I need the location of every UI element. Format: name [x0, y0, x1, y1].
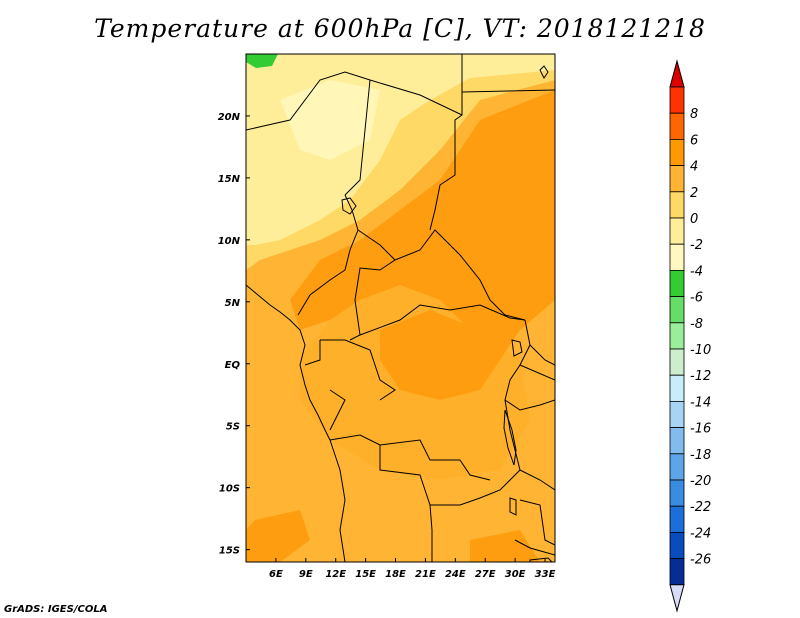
colorbar-label: 8: [690, 107, 698, 122]
colorbar-label: -4: [690, 264, 703, 279]
y-axis-ticks: 20N 15N 10N 5N EQ 5S 10S 15S: [218, 112, 250, 557]
x-tick-label: 27E: [475, 569, 496, 580]
y-tick-label: EQ: [225, 360, 241, 371]
colorbar-label: 0: [690, 212, 698, 227]
colorbar-label: -2: [690, 238, 703, 253]
colorbar-label: -6: [690, 291, 703, 306]
colorbar-swatch: [669, 322, 685, 350]
colorbar-label: -10: [690, 343, 711, 358]
colorbar-swatch: [669, 191, 685, 219]
x-tick-label: 30E: [505, 569, 526, 580]
y-tick-label: 10S: [219, 484, 240, 495]
colorbar-label: -24: [690, 526, 711, 541]
colorbar: 8 6 4 2 0 -2 -4 -6 -8 -10 -12 -14 -16 -18 -20 -22 -24 -26: [669, 59, 711, 613]
colorbar-label: 6: [690, 133, 698, 148]
colorbar-label: -22: [690, 500, 711, 515]
y-tick-label: 10N: [218, 236, 241, 247]
x-tick-label: 15E: [355, 569, 376, 580]
colorbar-swatch: [669, 558, 685, 586]
colorbar-swatch: [669, 374, 685, 402]
y-tick-label: 15N: [218, 174, 241, 185]
colorbar-swatch: [669, 400, 685, 428]
colorbar-label: -12: [690, 369, 711, 384]
map-title: Temperature at 600hPa [C], VT: 201812121…: [94, 14, 706, 43]
x-axis-ticks: 6E 9E 12E 15E 18E 21E 24E 27E 30E 33E: [269, 558, 556, 580]
colorbar-swatch: [669, 453, 685, 481]
x-tick-label: 33E: [535, 569, 556, 580]
grads-credit: GrADS: IGES/COLA: [4, 604, 108, 615]
y-tick-label: 15S: [219, 546, 240, 557]
colorbar-swatch: [669, 296, 685, 324]
y-tick-label: 20N: [218, 112, 241, 123]
y-tick-label: 5S: [226, 422, 240, 433]
colorbar-label: 4: [690, 160, 698, 175]
colorbar-label: -18: [690, 448, 711, 463]
borders: [246, 54, 555, 562]
x-tick-label: 12E: [325, 569, 346, 580]
colorbar-swatch: [669, 479, 685, 507]
y-tick-label: 5N: [225, 298, 241, 309]
colorbar-swatch: [669, 269, 685, 297]
colorbar-label: -26: [690, 553, 711, 568]
colorbar-swatch: [669, 217, 685, 245]
colorbar-swatch: [669, 165, 685, 193]
colorbar-swatch: [669, 112, 685, 140]
temperature-field: [246, 54, 555, 562]
colorbar-label: 2: [690, 186, 698, 201]
colorbar-bottom-arrow: [669, 584, 685, 613]
colorbar-swatch: [669, 86, 685, 114]
colorbar-label: -16: [690, 422, 711, 437]
colorbar-swatch: [669, 138, 685, 166]
colorbar-swatch: [669, 505, 685, 533]
colorbar-top-arrow: [669, 59, 685, 88]
colorbar-label: -20: [690, 474, 711, 489]
x-tick-label: 9E: [299, 569, 313, 580]
colorbar-swatch: [669, 532, 685, 560]
colorbar-swatch: [669, 243, 685, 271]
x-tick-label: 18E: [385, 569, 406, 580]
x-tick-label: 6E: [269, 569, 283, 580]
map-frame: [245, 53, 556, 563]
colorbar-swatch: [669, 427, 685, 455]
x-tick-label: 24E: [445, 569, 466, 580]
colorbar-label: -14: [690, 395, 711, 410]
x-tick-label: 21E: [415, 569, 436, 580]
colorbar-swatch: [669, 348, 685, 376]
colorbar-label: -8: [690, 317, 703, 332]
